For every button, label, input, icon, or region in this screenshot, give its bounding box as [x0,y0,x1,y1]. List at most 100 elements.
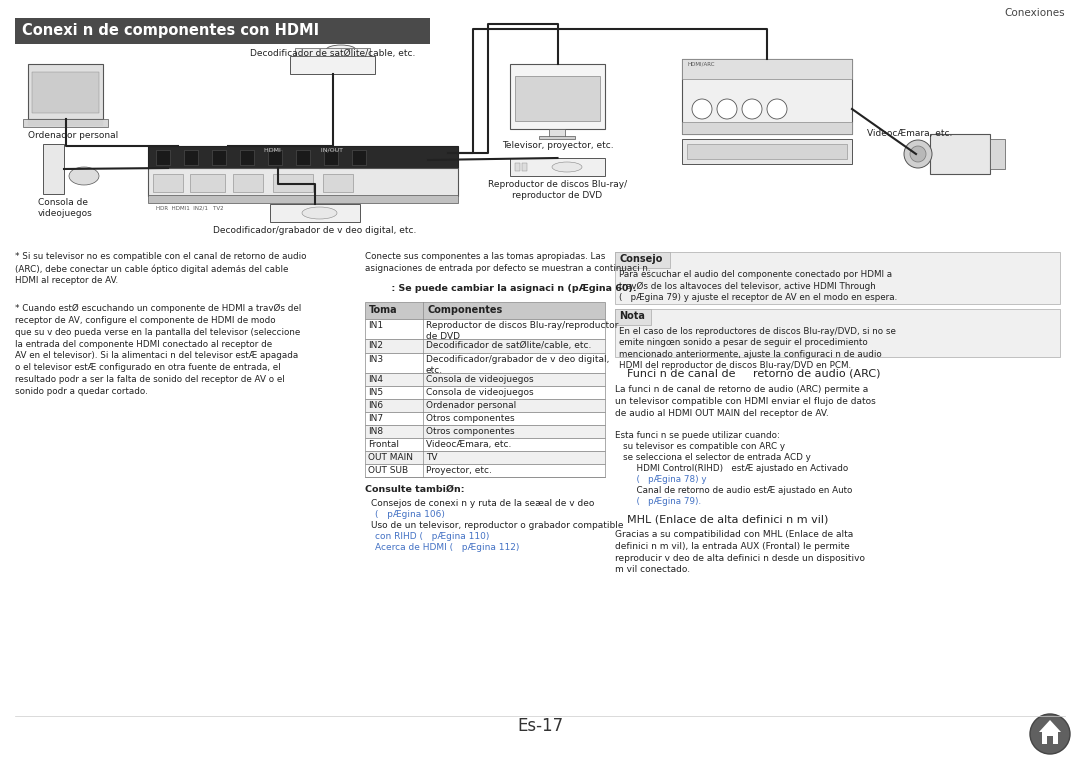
Circle shape [742,99,762,119]
Bar [1047,736,1053,744]
Text: La funci n de canal de retorno de audio (ARC) permite a
un televisor compatible : La funci n de canal de retorno de audio … [615,385,876,418]
Bar [681,139,852,164]
Text: Esta funci n se puede utilizar cuando:: Esta funci n se puede utilizar cuando: [615,431,780,440]
Text: HDMI                    IN/OUT: HDMI IN/OUT [264,148,342,153]
Bar [365,425,605,438]
Bar [365,412,605,425]
Text: (   pÆgina 106): ( pÆgina 106) [375,510,445,519]
Bar [365,451,605,464]
Bar [615,252,1059,304]
Bar [615,309,651,325]
Bar [365,399,605,412]
Text: Funci n de canal de     retorno de audio (ARC): Funci n de canal de retorno de audio (AR… [627,369,880,379]
Circle shape [767,99,787,119]
Bar [268,150,282,165]
Bar [148,146,458,168]
Circle shape [717,99,737,119]
Text: Acerca de HDMI (   pÆgina 112): Acerca de HDMI ( pÆgina 112) [375,543,519,552]
Bar [539,136,575,139]
Bar [324,150,338,165]
Bar [522,163,527,171]
Ellipse shape [302,207,337,219]
Bar [615,309,1059,357]
Bar [273,174,313,192]
Text: VideocÆmara, etc.: VideocÆmara, etc. [426,440,511,449]
Bar [295,48,370,56]
Text: Otros componentes: Otros componentes [426,427,515,436]
Text: TV: TV [426,453,437,462]
Text: Decodificador/grabador de v deo digital, etc.: Decodificador/grabador de v deo digital,… [214,226,417,235]
Text: Consola de videojuegos: Consola de videojuegos [426,375,534,384]
Text: Conecte sus componentes a las tomas apropiadas. Las
asignaciones de entrada por : Conecte sus componentes a las tomas apro… [365,252,650,273]
Text: se selecciona el selector de entrada ACD y: se selecciona el selector de entrada ACD… [623,453,811,462]
Text: Es-17: Es-17 [517,717,563,735]
Polygon shape [1039,720,1061,732]
Text: Para escuchar el audio del componente conectado por HDMI a
travØs de los altavoc: Para escuchar el audio del componente co… [619,270,897,302]
Bar [365,386,605,399]
Text: Conexiones: Conexiones [1004,8,1065,18]
Bar [1042,731,1058,744]
Bar [240,150,254,165]
Bar [365,319,605,339]
Bar [156,150,170,165]
Text: IN5: IN5 [368,388,383,397]
Text: HDMI/ARC: HDMI/ARC [687,62,715,67]
Bar [510,64,605,129]
Text: IN4: IN4 [368,375,383,384]
Text: Otros componentes: Otros componentes [426,414,515,423]
Bar [148,195,458,203]
Circle shape [910,146,926,162]
Text: (   pÆgina 79).: ( pÆgina 79). [631,497,701,506]
Bar [510,158,605,176]
Bar [681,122,852,134]
Text: Decodificador/grabador de v deo digital,
etc.: Decodificador/grabador de v deo digital,… [426,355,609,375]
Text: Consola de videojuegos: Consola de videojuegos [426,388,534,397]
Text: Reproductor de discos Blu-ray/
reproductor de DVD: Reproductor de discos Blu-ray/ reproduct… [488,180,627,200]
Text: OUT SUB: OUT SUB [368,466,408,475]
Text: IN8: IN8 [368,427,383,436]
Text: Componentes: Componentes [427,305,502,315]
Bar [32,72,99,113]
Ellipse shape [326,45,356,55]
Bar [687,144,847,159]
Text: Consola de
videojuegos: Consola de videojuegos [38,198,93,218]
Bar [212,150,226,165]
Circle shape [1030,714,1070,754]
Bar [323,174,353,192]
Text: Consejos de conexi n y ruta de la seæal de v deo: Consejos de conexi n y ruta de la seæal … [372,499,594,508]
Bar [296,150,310,165]
Bar [184,150,198,165]
Text: Reproductor de discos Blu-ray/reproductor
de DVD: Reproductor de discos Blu-ray/reproducto… [426,321,619,341]
Text: Consulte tambiØn:: Consulte tambiØn: [365,485,464,494]
Text: HDR  HDMI1  IN2/1   TV2: HDR HDMI1 IN2/1 TV2 [156,205,224,210]
Bar [233,174,264,192]
Bar [291,56,375,74]
Text: Frontal: Frontal [368,440,399,449]
Bar [148,168,458,196]
Bar [549,129,565,137]
Text: MHL (Enlace de alta definici n m vil): MHL (Enlace de alta definici n m vil) [627,514,828,524]
Bar [270,204,360,222]
Bar [990,139,1005,169]
Text: * Si su televisor no es compatible con el canal de retorno de audio
(ARC), debe : * Si su televisor no es compatible con e… [15,252,307,285]
Bar [681,59,852,134]
Text: Decodificador de satØlite/cable, etc.: Decodificador de satØlite/cable, etc. [249,49,415,58]
Text: HDMI Control(RIHD)   estÆ ajustado en Activado: HDMI Control(RIHD) estÆ ajustado en Acti… [631,464,848,473]
Text: IN2: IN2 [368,341,383,350]
Text: IN6: IN6 [368,401,383,410]
Text: En el caso de los reproductores de discos Blu-ray/DVD, si no se
emite ningœn son: En el caso de los reproductores de disco… [619,327,896,371]
Text: : Se puede cambiar la asignaci n (pÆgina 60).: : Se puede cambiar la asignaci n (pÆgina… [384,284,636,293]
Text: con RIHD (   pÆgina 110): con RIHD ( pÆgina 110) [375,532,489,541]
Text: Decodificador de satØlite/cable, etc.: Decodificador de satØlite/cable, etc. [426,341,592,350]
Bar [615,252,670,268]
Text: Canal de retorno de audio estÆ ajustado en Auto: Canal de retorno de audio estÆ ajustado … [631,486,852,495]
Text: Ordenador personal: Ordenador personal [426,401,516,410]
Bar [365,464,605,477]
Text: Uso de un televisor, reproductor o grabador compatible: Uso de un televisor, reproductor o graba… [372,521,623,530]
Bar [930,134,990,174]
Text: Gracias a su compatibilidad con MHL (Enlace de alta
definici n m vil), la entrad: Gracias a su compatibilidad con MHL (Enl… [615,530,865,575]
Text: OUT MAIN: OUT MAIN [368,453,413,462]
Bar [365,438,605,451]
Bar [365,302,605,319]
Bar [28,64,103,119]
